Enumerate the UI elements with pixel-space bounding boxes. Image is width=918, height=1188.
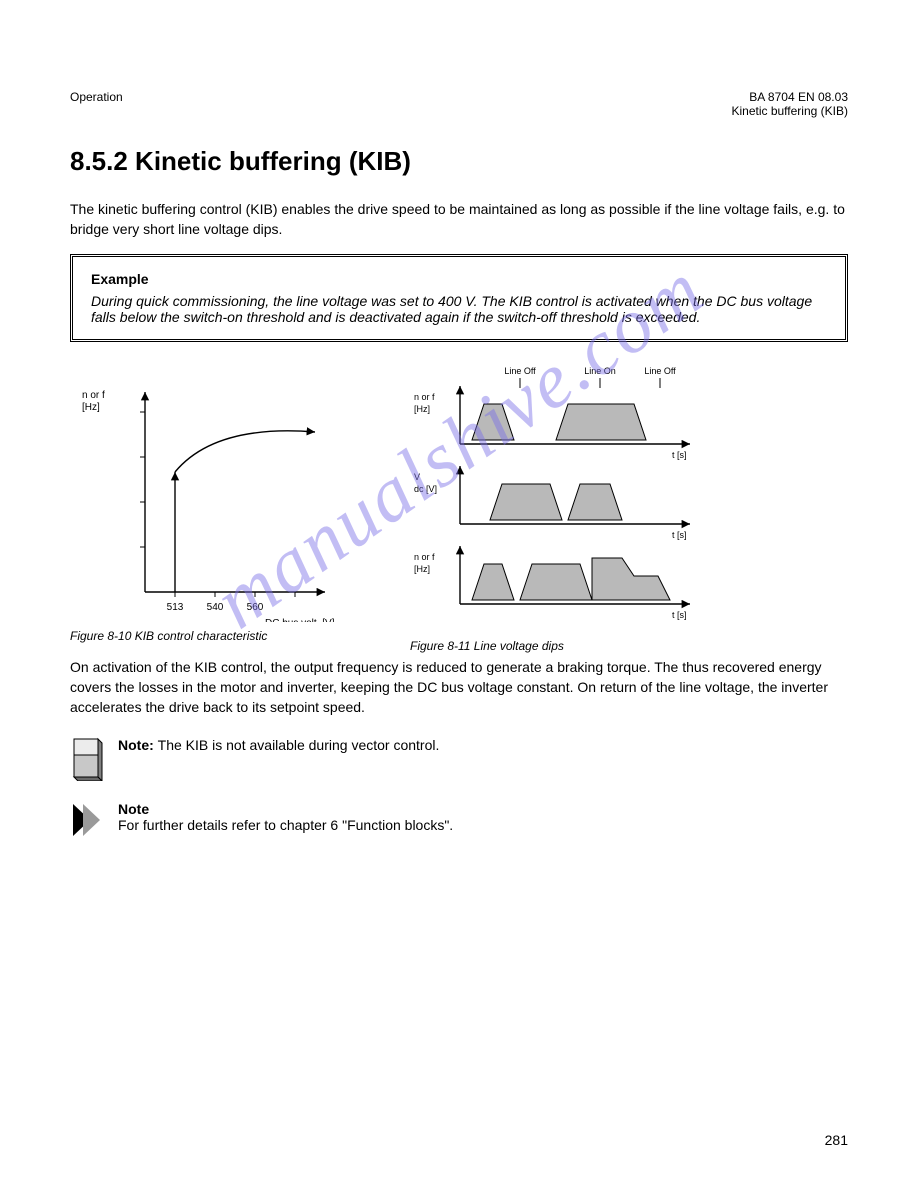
page-header: Operation BA 8704 EN 08.03 Kinetic buffe… — [70, 90, 848, 118]
svg-text:n or f: n or f — [414, 392, 435, 402]
note-arrow-text: Note For further details refer to chapte… — [118, 801, 848, 833]
svg-text:[Hz]: [Hz] — [414, 404, 430, 414]
svg-text:n or f: n or f — [82, 390, 105, 401]
book-icon — [70, 737, 104, 781]
note-arrow-row: Note For further details refer to chapte… — [70, 801, 848, 839]
line-voltage-dips-chart: Line Off Line On Line Off n or f [Hz] t [s] Vd… — [410, 362, 730, 632]
svg-text:Line Off: Line Off — [644, 366, 676, 376]
note-book-row: Note: The KIB is not available during ve… — [70, 737, 848, 781]
example-body: During quick commissioning, the line vol… — [91, 293, 827, 325]
figure-right: Line Off Line On Line Off n or f [Hz] t [s] Vd… — [410, 362, 730, 653]
header-left: Operation — [70, 90, 123, 118]
svg-text:DC bus volt. [V]: DC bus volt. [V] — [265, 618, 335, 622]
figure-right-caption: Figure 8-11 Line voltage dips — [410, 639, 730, 653]
svg-text:V: V — [414, 472, 420, 482]
svg-text:n or f: n or f — [414, 552, 435, 562]
section-title: 8.5.2 Kinetic buffering (KIB) — [70, 146, 848, 177]
svg-text:t [s]: t [s] — [672, 610, 687, 620]
svg-text:dc [V]: dc [V] — [414, 484, 437, 494]
svg-text:513: 513 — [167, 602, 184, 613]
page-number: 281 — [825, 1132, 848, 1148]
svg-text:560: 560 — [247, 602, 264, 613]
svg-text:t [s]: t [s] — [672, 450, 687, 460]
svg-text:t [s]: t [s] — [672, 530, 687, 540]
header-right: BA 8704 EN 08.03 Kinetic buffering (KIB) — [731, 90, 848, 118]
intro-paragraph: The kinetic buffering control (KIB) enab… — [70, 199, 848, 240]
svg-text:Line On: Line On — [584, 366, 616, 376]
figure-left-caption: Figure 8-10 KIB control characteristic — [70, 629, 370, 643]
kib-characteristic-chart: 513 540 560 n or f[Hz] DC bus volt. [V] — [70, 362, 370, 622]
note-book-text: Note: The KIB is not available during ve… — [118, 737, 848, 753]
svg-text:[Hz]: [Hz] — [414, 564, 430, 574]
paragraph-after-figures: On activation of the KIB control, the ou… — [70, 657, 848, 718]
example-box: Example During quick commissioning, the … — [70, 254, 848, 342]
figure-left: 513 540 560 n or f[Hz] DC bus volt. [V] Figu… — [70, 362, 370, 643]
svg-text:[Hz]: [Hz] — [82, 402, 100, 413]
double-arrow-icon — [70, 801, 104, 839]
example-title: Example — [91, 271, 827, 287]
svg-text:540: 540 — [207, 602, 224, 613]
svg-text:Line Off: Line Off — [504, 366, 536, 376]
